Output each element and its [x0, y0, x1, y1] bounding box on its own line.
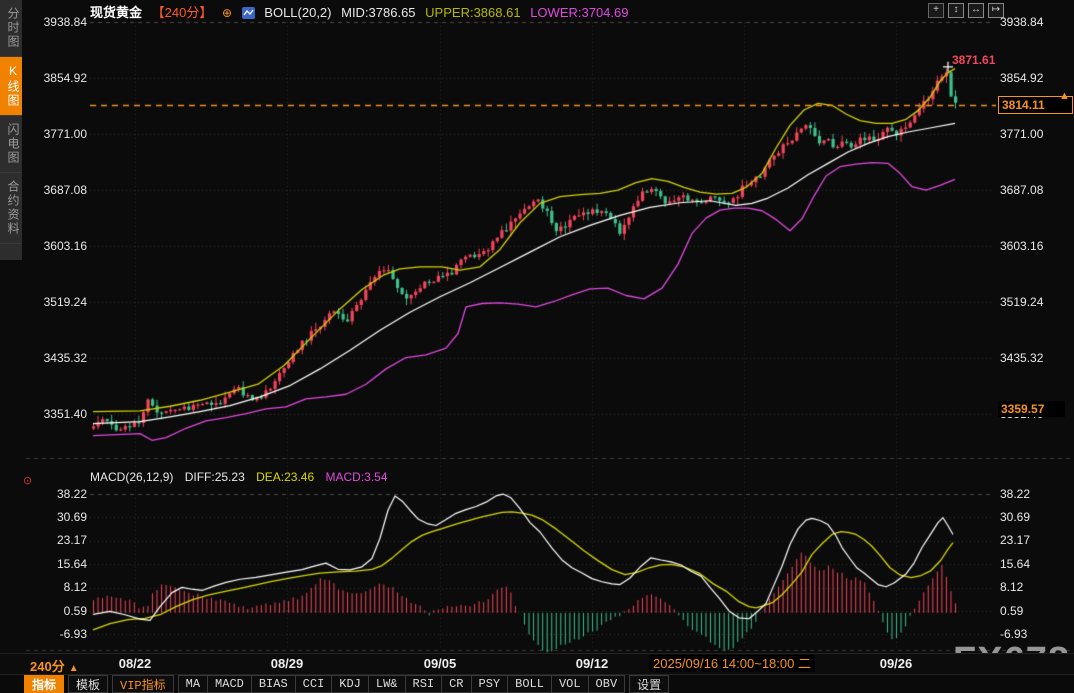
axis-label: 3435.32	[43, 350, 87, 365]
toolbar-button-LW&[interactable]: LW&	[368, 675, 406, 693]
timeframe-label: 【240分】	[151, 5, 213, 20]
axis-label: 3854.92	[43, 70, 87, 85]
axis-label: 38.22	[1000, 486, 1031, 501]
high-price-label: 3871.61	[952, 53, 996, 67]
axis-label: 3687.08	[1000, 182, 1044, 197]
low-price-box: 3359.57	[998, 401, 1065, 417]
toolbar-button-指标[interactable]: 指标	[24, 675, 65, 693]
axis-label: -6.93	[1000, 626, 1028, 641]
sidebar-tab-3[interactable]: 闪电图	[0, 116, 22, 173]
boll-mid-value: MID:3786.65	[341, 5, 416, 20]
axis-label: 3771.00	[1000, 126, 1044, 141]
boll-label: BOLL(20,2)	[264, 5, 332, 20]
sidebar-tab-1[interactable]: 分时图	[0, 0, 22, 57]
hovered-candle-datetime: 2025/09/16 14:00~18:00 二	[649, 655, 815, 672]
toolbar-button-KDJ[interactable]: KDJ	[332, 675, 369, 693]
toolbar-button-设置[interactable]: 设置	[629, 675, 670, 693]
boll-lower-value: LOWER:3704.69	[530, 5, 629, 20]
axis-label: 23.17	[1000, 533, 1031, 548]
boll-upper-value: UPPER:3868.61	[425, 5, 521, 20]
axis-label: 3519.24	[43, 294, 87, 309]
axis-label: 0.59	[63, 603, 87, 618]
macd-title: MACD(26,12,9)	[90, 470, 174, 484]
toolbar-button-CR[interactable]: CR	[442, 675, 472, 693]
chart-toolbar-icons: + ↕ ↔ ↦	[928, 3, 1004, 18]
axis-label: -6.93	[59, 626, 87, 641]
axis-zoom-horizontal-icon[interactable]: ↔	[968, 3, 984, 18]
x-axis-tick: 09/26	[879, 656, 913, 671]
toolbar-button-MACD[interactable]: MACD	[208, 675, 252, 693]
axis-label: 30.69	[1000, 509, 1031, 524]
axis-label: 3519.24	[1000, 294, 1044, 309]
toolbar-button-VIP指标[interactable]: VIP指标	[112, 675, 174, 693]
period-selector[interactable]: 240分 ▲	[30, 659, 79, 674]
symbol-name: 现货黄金	[90, 5, 143, 20]
axis-label: 3603.16	[43, 238, 87, 253]
chart-header: 现货黄金 【240分】 ⊕ BOLL(20,2) MID:3786.65 UPP…	[90, 2, 634, 20]
toolbar-button-BIAS[interactable]: BIAS	[251, 675, 296, 693]
axis-label: 30.69	[56, 509, 87, 524]
toolbar-button-MA[interactable]: MA	[177, 675, 209, 693]
toolbar-button-模板[interactable]: 模板	[68, 675, 109, 693]
indicator-toolbar: 指标 模板 VIP指标 MA MACD BIAS CCI KDJ LW& RSI CR PSY BOLL…	[0, 674, 1074, 693]
axis-label: 3435.32	[1000, 350, 1044, 365]
axis-label: 3351.40	[43, 406, 87, 421]
toolbar-button-BOLL[interactable]: BOLL	[508, 675, 552, 693]
axis-label: 8.12	[1000, 580, 1024, 595]
macd-dea-value: DEA:23.46	[256, 470, 315, 484]
period-arrow-icon: ▲	[68, 663, 79, 674]
current-price-box: 3814.11	[998, 96, 1073, 114]
x-axis-tick: 09/12	[575, 656, 609, 671]
axis-zoom-vertical-icon[interactable]: ↕	[948, 3, 964, 18]
toolbar-button-PSY[interactable]: PSY	[471, 675, 509, 693]
axis-label: 3938.84	[1000, 14, 1044, 29]
macd-bar-value: MACD:3.54	[325, 470, 388, 484]
x-axis-tick: 08/22	[118, 656, 152, 671]
chart-type-sidebar: 分时图 K线图 闪电图 合约资料	[0, 0, 22, 260]
toolbar-button-RSI[interactable]: RSI	[405, 675, 443, 693]
axis-label: 0.59	[1000, 603, 1024, 618]
x-axis-tick: 09/05	[423, 656, 457, 671]
axis-label: 8.12	[63, 580, 87, 595]
macd-header: MACD(26,12,9) DIFF:25.23 DEA:23.46 MACD:…	[90, 470, 396, 484]
macd-diff-value: DIFF:25.23	[184, 470, 245, 484]
sidebar-tab-4[interactable]: 合约资料	[0, 173, 22, 244]
axis-label: 3938.84	[43, 14, 87, 29]
toolbar-button-CCI[interactable]: CCI	[295, 675, 333, 693]
axis-label: 3603.16	[1000, 238, 1044, 253]
toolbar-button-VOL[interactable]: VOL	[551, 675, 589, 693]
pan-right-icon[interactable]: ↦	[988, 3, 1004, 18]
axis-label: 3771.00	[43, 126, 87, 141]
axis-label: 3854.92	[1000, 70, 1044, 85]
axis-label: 15.64	[1000, 556, 1031, 571]
sidebar-tab-2[interactable]: K线图	[0, 57, 22, 116]
current-price-arrow-icon: ▲	[1059, 90, 1070, 102]
circled-plus-icon[interactable]: ⊕	[221, 6, 233, 20]
indicator-chart-icon[interactable]	[241, 7, 255, 19]
toolbar-button-OBV[interactable]: OBV	[588, 675, 626, 693]
x-axis-tick: 08/29	[270, 656, 304, 671]
axis-label: 38.22	[56, 486, 87, 501]
macd-pane-badge-icon[interactable]: ⊙	[23, 475, 33, 487]
axis-label: 15.64	[56, 556, 87, 571]
x-axis-row: 240分 ▲ 2025/09/16 14:00~18:00 二 08/22 08/2…	[0, 653, 1074, 674]
axis-label: 23.17	[56, 533, 87, 548]
crosshair-icon[interactable]: +	[928, 3, 944, 18]
axis-label: 3687.08	[43, 182, 87, 197]
